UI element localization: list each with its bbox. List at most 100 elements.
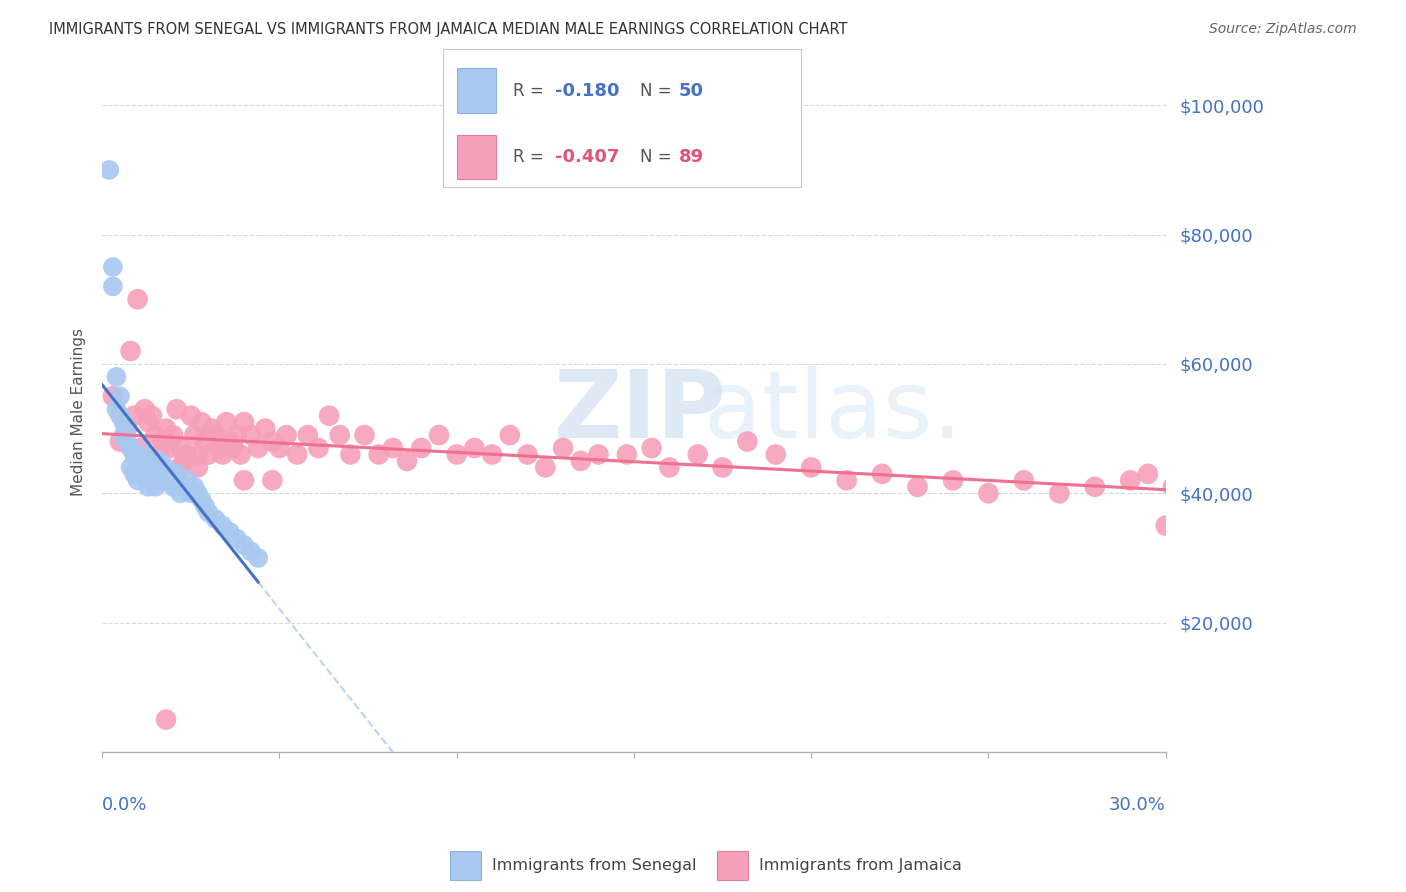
Point [1136, 467, 1159, 481]
Point [187, 486, 209, 500]
Point [173, 454, 195, 468]
Point [152, 467, 174, 481]
Text: 89: 89 [679, 148, 704, 166]
Point [194, 434, 217, 449]
Point [569, 454, 592, 468]
Point [148, 448, 170, 462]
Point [427, 428, 450, 442]
Point [218, 434, 240, 449]
Text: N =: N = [640, 81, 676, 100]
Point [136, 480, 159, 494]
Text: R =: R = [513, 148, 550, 166]
Point [211, 518, 233, 533]
Point [190, 492, 212, 507]
Point [1119, 473, 1142, 487]
Point [870, 467, 893, 481]
Text: 50: 50 [679, 81, 704, 100]
Point [134, 460, 156, 475]
Point [201, 422, 224, 436]
Text: Source: ZipAtlas.com: Source: ZipAtlas.com [1209, 22, 1357, 37]
Point [262, 473, 284, 487]
Point [105, 402, 128, 417]
Point [711, 460, 734, 475]
Point [129, 441, 152, 455]
Point [187, 460, 209, 475]
Point [737, 434, 759, 449]
Point [1084, 480, 1107, 494]
Point [367, 448, 389, 462]
Point [1154, 518, 1177, 533]
Point [127, 460, 149, 475]
Point [226, 532, 249, 546]
Point [112, 428, 135, 442]
Point [108, 389, 131, 403]
Point [169, 441, 191, 455]
Point [516, 448, 538, 462]
Point [148, 473, 170, 487]
Point [396, 454, 419, 468]
Point [166, 467, 188, 481]
Point [101, 389, 124, 403]
Point [588, 448, 610, 462]
Point [1161, 480, 1184, 494]
Point [134, 448, 156, 462]
Point [233, 538, 256, 552]
Point [765, 448, 787, 462]
Point [835, 473, 858, 487]
Point [155, 422, 177, 436]
Point [218, 524, 240, 539]
Point [211, 448, 233, 462]
Point [120, 441, 142, 455]
Point [115, 422, 138, 436]
Point [353, 428, 375, 442]
Point [129, 454, 152, 468]
Point [247, 441, 270, 455]
Point [194, 499, 217, 513]
Point [127, 293, 149, 307]
Text: -0.180: -0.180 [555, 81, 620, 100]
Point [145, 428, 167, 442]
Point [120, 460, 142, 475]
Point [115, 434, 138, 449]
Point [155, 713, 177, 727]
Point [127, 473, 149, 487]
Point [640, 441, 662, 455]
Point [176, 473, 198, 487]
Text: 0.0%: 0.0% [103, 796, 148, 814]
Text: ZIP: ZIP [554, 367, 727, 458]
Point [247, 550, 270, 565]
Point [204, 428, 226, 442]
Point [297, 428, 319, 442]
Point [197, 506, 219, 520]
Point [208, 434, 231, 449]
Point [262, 434, 284, 449]
Point [173, 480, 195, 494]
Point [276, 428, 298, 442]
Point [105, 370, 128, 384]
Point [108, 409, 131, 423]
Text: N =: N = [640, 148, 676, 166]
Point [285, 448, 308, 462]
Point [240, 544, 263, 558]
Point [169, 460, 191, 475]
Point [134, 402, 156, 417]
Point [145, 467, 167, 481]
Point [180, 409, 202, 423]
Text: 30.0%: 30.0% [1109, 796, 1166, 814]
Point [136, 467, 159, 481]
Point [187, 448, 209, 462]
Point [499, 428, 522, 442]
Point [169, 486, 191, 500]
Point [215, 415, 238, 429]
Point [204, 512, 226, 526]
Point [942, 473, 965, 487]
Point [1047, 486, 1070, 500]
Point [190, 415, 212, 429]
Point [658, 460, 681, 475]
Text: R =: R = [513, 81, 550, 100]
Point [176, 448, 198, 462]
Point [183, 480, 205, 494]
Y-axis label: Median Male Earnings: Median Male Earnings [72, 328, 86, 497]
Point [108, 434, 131, 449]
Point [381, 441, 404, 455]
